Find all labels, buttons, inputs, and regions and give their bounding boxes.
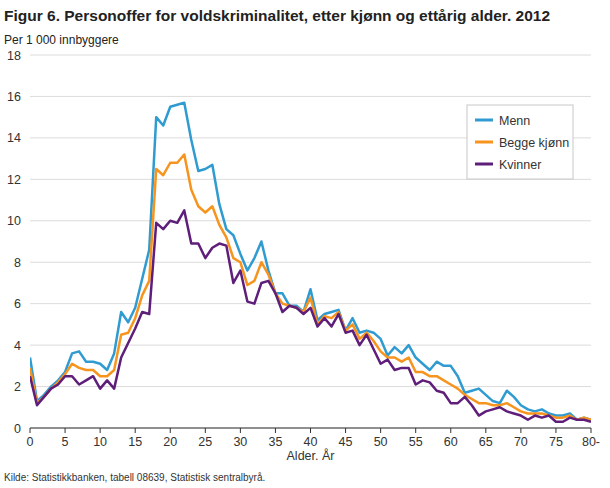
x-tick-label: 60 (444, 435, 458, 449)
x-tick (555, 428, 556, 433)
grid-line (30, 345, 591, 346)
x-tick (240, 428, 241, 433)
x-tick-label: 15 (128, 435, 142, 449)
x-axis-label: Alder. År (287, 448, 335, 463)
x-tick-label: 20 (163, 435, 177, 449)
y-tick-label: 6 (14, 297, 21, 311)
y-tick-label: 16 (7, 90, 21, 104)
y-tick-label: 12 (7, 173, 21, 187)
series-line (30, 210, 591, 421)
x-tick (170, 428, 171, 433)
y-tick-label: 10 (7, 214, 21, 228)
x-tick-label: 35 (268, 435, 282, 449)
series-line (30, 154, 591, 419)
x-tick (415, 428, 416, 433)
legend: Menn Begge kjønn Kvinner (467, 105, 573, 179)
x-tick (345, 428, 346, 433)
x-tick-label: 75 (549, 435, 563, 449)
grid (30, 55, 591, 428)
lines (30, 103, 591, 422)
x-tick-label: 80- (582, 435, 600, 449)
x-tick (380, 428, 381, 433)
legend-swatch (475, 119, 493, 122)
grid-line (30, 96, 591, 97)
x-tick (450, 428, 451, 433)
chart: Figur 6. Personoffer for voldskriminalit… (0, 0, 610, 488)
x-tick (520, 428, 521, 433)
x-tick-label: 70 (514, 435, 528, 449)
x-tick-label: 45 (339, 435, 353, 449)
legend-label: Begge kjønn (499, 136, 569, 150)
grid-line (30, 220, 591, 221)
x-tick (205, 428, 206, 433)
x-tick (485, 428, 486, 433)
x-tick (30, 428, 31, 433)
subtitle: Per 1 000 innbyggere (4, 33, 119, 47)
x-tick (65, 428, 66, 433)
grid-line (30, 262, 591, 263)
y-tick-label: 14 (7, 131, 21, 145)
series-line (30, 103, 591, 420)
legend-label: Menn (499, 114, 530, 128)
x-tick-label: 10 (93, 435, 107, 449)
x-tick-label: 0 (27, 435, 34, 449)
title: Figur 6. Personoffer for voldskriminalit… (4, 7, 550, 24)
x-tick-label: 5 (62, 435, 69, 449)
y-tick-label: 18 (7, 49, 21, 63)
y-tick-label: 2 (14, 380, 21, 394)
legend-swatch (475, 141, 493, 144)
x-tick-label: 55 (409, 435, 423, 449)
x-tick (310, 428, 311, 433)
legend-swatch (475, 163, 493, 166)
x-tick-label: 25 (198, 435, 212, 449)
x-tick-label: 50 (374, 435, 388, 449)
x-tick (275, 428, 276, 433)
legend-label: Kvinner (499, 158, 541, 172)
x-tick-label: 40 (304, 435, 318, 449)
legend-box (467, 105, 573, 179)
source: Kilde: Statistikkbanken, tabell 08639, S… (4, 472, 265, 483)
y-tick-label: 4 (14, 339, 21, 353)
x-tick-label: 30 (233, 435, 247, 449)
y-tick-label: 0 (14, 422, 21, 436)
grid-line (30, 303, 591, 304)
x-tick-label: 65 (479, 435, 493, 449)
grid-line (30, 55, 591, 56)
y-tick-label: 8 (14, 256, 21, 270)
x-tick (591, 428, 592, 433)
x-tick (135, 428, 136, 433)
x-tick (100, 428, 101, 433)
